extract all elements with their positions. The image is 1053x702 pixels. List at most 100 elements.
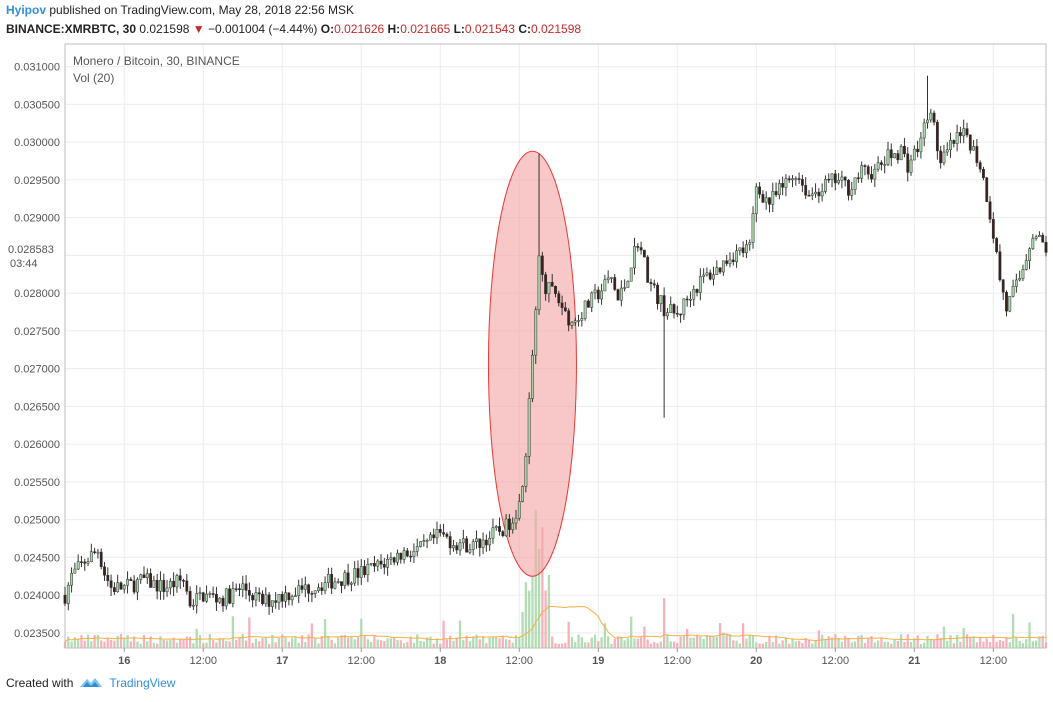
volume-bar xyxy=(429,636,432,648)
volume-bar xyxy=(508,639,511,648)
candle-body xyxy=(112,587,116,592)
volume-bar xyxy=(616,636,620,648)
volume-bar xyxy=(277,638,281,648)
volume-bar xyxy=(156,643,159,648)
candle-body xyxy=(241,583,245,590)
candle-body xyxy=(800,179,804,186)
candle-body xyxy=(873,168,877,180)
candle-body xyxy=(73,568,77,574)
volume-bar xyxy=(439,643,442,648)
y-tick-label: 0.030500 xyxy=(14,99,60,111)
candle-body xyxy=(119,582,123,590)
candle-body xyxy=(300,585,304,590)
candle-body xyxy=(468,549,472,553)
volume-bar xyxy=(965,634,969,648)
candle-body xyxy=(689,298,692,301)
x-tick-label: 18 xyxy=(434,655,446,667)
candle-body xyxy=(685,298,689,301)
volume-bar xyxy=(261,638,264,648)
candle-body xyxy=(369,563,373,565)
candle-body xyxy=(616,289,620,301)
volume-bar xyxy=(896,640,900,648)
author-name[interactable]: Hyipov xyxy=(6,3,47,17)
volume-bar xyxy=(610,643,613,648)
volume-bar xyxy=(86,634,90,648)
y-tick-label: 0.029000 xyxy=(14,213,60,225)
volume-bar xyxy=(419,640,422,648)
volume-bar xyxy=(389,638,393,648)
volume-bar xyxy=(462,639,465,648)
candle-body xyxy=(955,132,959,144)
candle-body xyxy=(567,310,571,326)
volume-bar xyxy=(129,641,132,648)
volume-bar xyxy=(534,509,537,648)
volume-bar xyxy=(774,635,778,648)
volume-bar xyxy=(399,640,402,648)
volume-bar xyxy=(528,590,531,648)
candle-body xyxy=(695,289,699,293)
candle-body xyxy=(929,112,933,121)
volume-bar xyxy=(985,638,988,648)
volume-bar xyxy=(857,635,860,648)
volume-bar xyxy=(679,636,682,648)
volume-bar xyxy=(722,632,725,648)
volume-bar xyxy=(639,636,643,648)
volume-ma-line xyxy=(64,605,1047,643)
candle-body xyxy=(1008,295,1012,312)
low-value: 0.021543 xyxy=(464,22,515,36)
candle-body xyxy=(83,561,87,564)
volume-bar xyxy=(649,643,653,648)
candle-body xyxy=(517,501,521,519)
volume-bar xyxy=(883,641,886,648)
candle-body xyxy=(896,153,900,161)
candle-body xyxy=(307,584,311,594)
x-axis: 16 12:00 17 12:00 18 12:00 19 12:00 20 12:00 21 12:… xyxy=(118,648,1007,667)
candle-body xyxy=(692,289,696,300)
candle-body xyxy=(168,580,172,589)
volume-bar xyxy=(337,637,340,648)
volume-bar xyxy=(409,636,412,648)
volume-bar xyxy=(307,634,310,648)
candle-body xyxy=(995,238,999,253)
y-axis: 0.031000 0.030500 0.030000 0.029500 0.029000… xyxy=(14,62,60,640)
candle-body xyxy=(985,177,989,203)
volume-bar xyxy=(320,635,323,648)
volume-bar xyxy=(162,640,165,648)
volume-bar xyxy=(373,635,376,648)
x-tick-label: 20 xyxy=(750,655,762,667)
candle-body xyxy=(277,594,281,603)
volume-bar xyxy=(116,635,119,648)
candle-body xyxy=(761,194,765,203)
volume-bar xyxy=(297,642,300,648)
candle-body xyxy=(162,580,166,593)
volume-bar xyxy=(96,634,100,648)
candle-body xyxy=(429,534,432,541)
tradingview-link[interactable]: TradingView xyxy=(109,676,176,690)
candle-body xyxy=(906,153,910,173)
volume-bar xyxy=(287,641,291,648)
candle-body xyxy=(379,560,383,565)
candle-body xyxy=(89,551,93,562)
volume-bar xyxy=(314,638,317,648)
candle-body xyxy=(840,176,844,181)
candle-body xyxy=(1001,279,1005,293)
candle-body xyxy=(982,168,985,179)
candle-body xyxy=(715,267,719,275)
candle-body xyxy=(797,178,801,180)
published-text: published on TradingView.com, May 28, 20… xyxy=(49,3,354,17)
volume-bar xyxy=(211,639,215,648)
candle-body xyxy=(991,218,995,239)
candle-body xyxy=(814,191,817,195)
candle-body xyxy=(741,247,745,254)
volume-bar xyxy=(603,623,607,648)
candle-body xyxy=(297,585,301,596)
volume-bar xyxy=(672,641,676,648)
candle-body xyxy=(880,162,883,165)
candle-body xyxy=(652,283,656,286)
volume-bar xyxy=(702,638,705,648)
volume-bar xyxy=(238,637,241,648)
candle-body xyxy=(475,538,478,543)
y-tick-label: 0.028000 xyxy=(14,288,60,300)
candle-body xyxy=(1021,269,1025,279)
